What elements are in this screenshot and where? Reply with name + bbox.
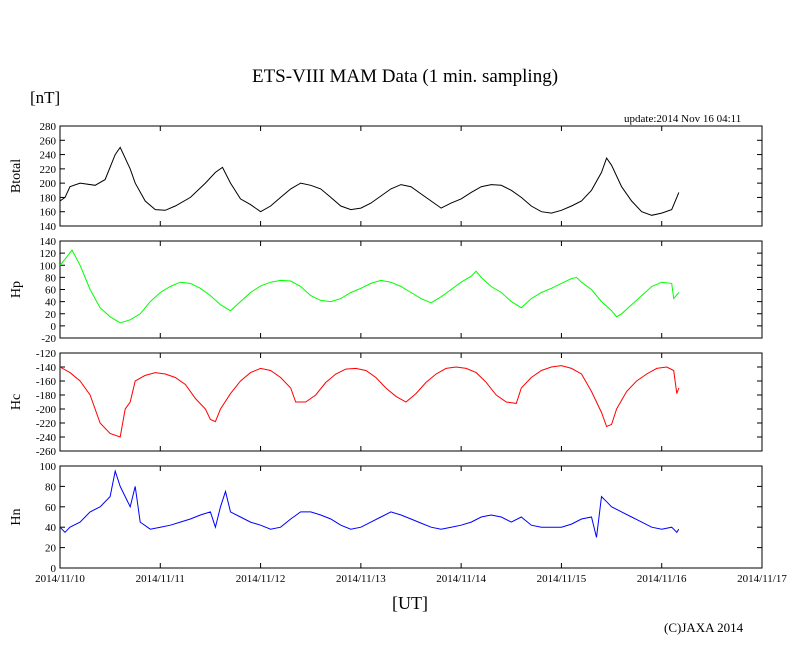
panel-frame-hn [59, 465, 763, 569]
y-tick-label: 60 [45, 285, 57, 297]
panel-frame-hc [59, 352, 763, 452]
y-tick-label: 220 [40, 164, 57, 176]
x-tick-label: 2014/11/11 [136, 573, 185, 585]
x-axis-label: [UT] [392, 593, 428, 613]
y-axis-label-btotal: Btotal [9, 159, 24, 193]
y-tick-label: -160 [36, 376, 57, 388]
series-line-hn [59, 469, 680, 538]
y-tick-label: 100 [40, 260, 57, 272]
x-tick-label: 2014/11/12 [236, 573, 286, 585]
y-tick-label: -20 [41, 333, 56, 345]
unit-label: [nT] [30, 88, 61, 107]
x-tick-label: 2014/11/16 [637, 573, 687, 585]
y-tick-label: -120 [36, 348, 57, 360]
panel-frame-btotal [59, 125, 763, 227]
y-tick-label: 280 [40, 121, 57, 133]
y-axis-label-hc: Hc [9, 394, 24, 410]
x-tick-label: 2014/11/14 [436, 573, 486, 585]
y-tick-label: 200 [40, 178, 57, 190]
x-tick-label: 2014/11/10 [35, 573, 85, 585]
y-tick-label: 40 [45, 297, 57, 309]
y-tick-label: 260 [40, 135, 57, 147]
y-tick-label: 20 [45, 543, 57, 555]
y-tick-label: -180 [36, 390, 57, 402]
chart-title: ETS-VIII MAM Data (1 min. sampling) [251, 66, 559, 87]
y-tick-label: 240 [40, 150, 57, 162]
y-tick-label: 80 [45, 272, 57, 284]
x-tick-label: 2014/11/15 [537, 573, 587, 585]
y-axis-label-hn: Hn [9, 508, 24, 525]
y-tick-label: 40 [45, 522, 57, 534]
series-line-hp [59, 249, 680, 324]
y-tick-label: 20 [45, 309, 57, 321]
y-tick-label: -220 [36, 418, 57, 430]
y-tick-label: 0 [51, 321, 57, 333]
y-tick-label: 160 [40, 207, 57, 219]
y-tick-label: 140 [40, 236, 57, 248]
series-line-btotal [59, 146, 680, 216]
y-axis-label-hp: Hp [9, 281, 24, 298]
y-tick-label: -200 [36, 404, 57, 416]
y-tick-label: -240 [36, 432, 57, 444]
y-tick-label: 0 [51, 563, 57, 575]
y-tick-label: 100 [40, 461, 57, 473]
update-timestamp: update:2014 Nov 16 04:11 [624, 113, 742, 125]
y-tick-label: -260 [36, 446, 57, 458]
y-tick-label: 80 [45, 481, 57, 493]
y-tick-label: 120 [40, 248, 57, 260]
copyright-text: (C)JAXA 2014 [664, 620, 744, 635]
y-tick-label: 60 [45, 502, 57, 514]
x-tick-label: 2014/11/17 [737, 573, 787, 585]
y-tick-label: 180 [40, 192, 57, 204]
y-tick-label: -140 [36, 362, 57, 374]
x-tick-label: 2014/11/13 [336, 573, 386, 585]
y-tick-label: 140 [40, 221, 57, 233]
series-line-hc [59, 365, 680, 438]
